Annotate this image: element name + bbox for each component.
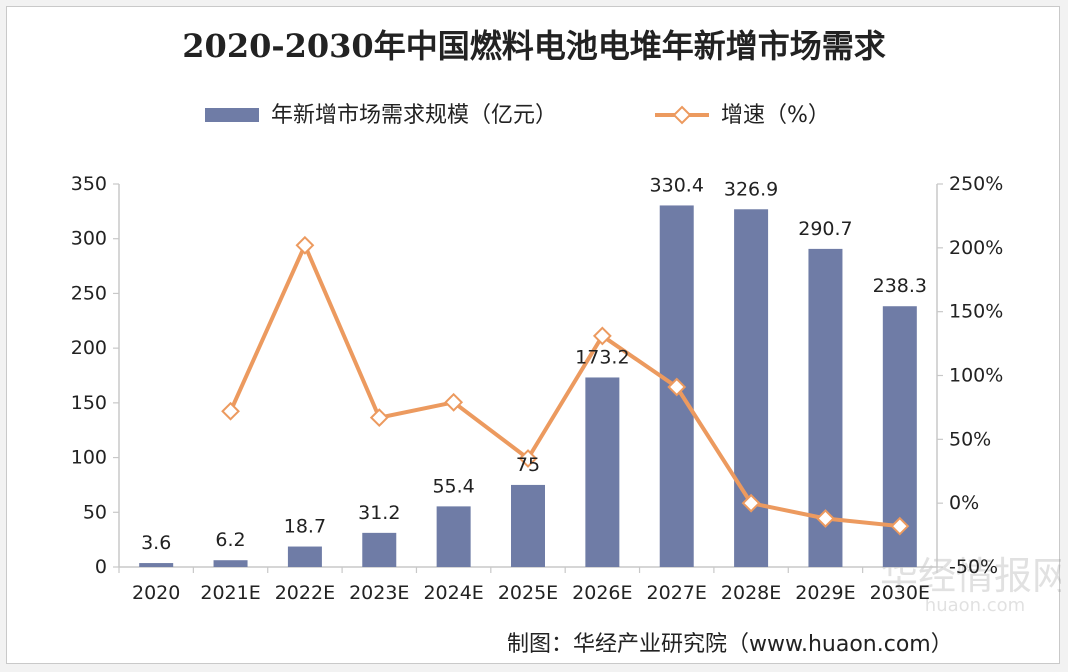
bar [287, 546, 322, 567]
right-axis-tick-label: 150% [949, 301, 1003, 323]
line-series [221, 235, 910, 536]
bar [436, 506, 471, 567]
left-axis-tick-label: 200 [71, 337, 107, 359]
right-axis-tick-label: 250% [949, 173, 1003, 195]
left-axis-tick-label: 350 [71, 173, 107, 195]
growth-marker [295, 235, 315, 255]
left-axis-tick-label: 300 [71, 228, 107, 250]
x-axis-tick-label: 2029E [795, 582, 855, 604]
bar [511, 484, 545, 567]
right-axis-tick-label: 0% [949, 492, 979, 514]
plot-layer: 0 50 100 150 200 250 300 350 -50% 0% 50% 100% 150% 20… [71, 173, 1004, 604]
bar [585, 377, 620, 567]
growth-marker [518, 449, 538, 468]
bar [734, 209, 769, 567]
bar-value-label: 31.2 [358, 502, 400, 524]
x-axis-tick-label: 2024E [423, 582, 483, 604]
bar-value-label: 18.7 [284, 516, 326, 538]
bar [213, 560, 248, 567]
growth-marker [667, 377, 687, 397]
growth-marker [221, 401, 240, 421]
left-axis-tick-label: 100 [71, 447, 107, 469]
bar-value-label: 3.6 [141, 532, 171, 554]
bar [362, 532, 397, 567]
x-axis-tick-label: 2026E [572, 582, 632, 604]
legend-line-marker [672, 105, 692, 125]
bar-value-label: 326.9 [724, 178, 778, 200]
bar [139, 563, 174, 567]
legend-line-label: 增速（%） [721, 103, 830, 128]
watermark-sub: huaon.com [925, 595, 1025, 616]
chart-title: 2020-2030年中国燃料电池电堆年新增市场需求 [182, 27, 885, 65]
growth-line [228, 243, 902, 529]
x-axis-tick-label: 2023E [349, 582, 409, 604]
left-axis-tick-label: 0 [95, 556, 107, 578]
legend-bar-swatch [205, 108, 259, 122]
left-axis-tick-label: 250 [71, 282, 107, 304]
bar-value-label: 290.7 [798, 218, 852, 240]
bar-value-label: 330.4 [650, 174, 704, 196]
chart-svg: 2020-2030年中国燃料电池电堆年新增市场需求 年新增市场需求规模（亿元） … [71, 27, 1061, 657]
x-axis-tick-label: 2022E [275, 582, 335, 604]
right-axis-tick-label: 100% [949, 365, 1003, 387]
right-axis-tick-label: -50% [949, 556, 998, 578]
bar-value-label: 6.2 [215, 529, 245, 551]
bar-value-label: 75 [516, 454, 540, 476]
bar-value-label: 173.2 [575, 346, 629, 368]
right-axis-tick-label: 200% [949, 237, 1003, 259]
bar-series [139, 205, 917, 567]
axes: 0 50 100 150 200 250 300 350 -50% 0% 50% 100% 150% 20… [71, 173, 1004, 578]
growth-marker [741, 493, 761, 513]
growth-marker [816, 509, 835, 528]
x-axis-tick-label: 2021E [200, 582, 260, 604]
legend-bar-label: 年新增市场需求规模（亿元） [271, 103, 557, 128]
growth-marker [890, 516, 910, 536]
left-axis-tick-label: 50 [83, 501, 107, 523]
x-axis-tick-label: 2020 [132, 582, 180, 604]
left-axis-tick-label: 150 [71, 392, 107, 414]
x-axis-tick-label: 2028E [721, 582, 781, 604]
x-axis-labels: 2020 2021E 2022E 2023E 2024E 2025E 2026E 2027E 2… [132, 582, 930, 604]
growth-marker [592, 326, 612, 346]
right-axis-tick-label: 50% [949, 428, 991, 450]
bar-value-label: 238.3 [873, 275, 927, 297]
x-axis-tick-label: 2030E [870, 582, 930, 604]
data-labels: 3.6 6.2 18.7 31.2 55.4 75 173.2 330.4 326.9 290.7… [141, 174, 927, 554]
growth-marker [369, 408, 389, 428]
source-note: 制图：华经产业研究院（www.huaon.com） [507, 632, 953, 657]
legend: 年新增市场需求规模（亿元） 增速（%） [205, 103, 830, 128]
growth-marker [444, 392, 464, 412]
x-axis-tick-label: 2027E [647, 582, 707, 604]
chart-frame: 2020-2030年中国燃料电池电堆年新增市场需求 年新增市场需求规模（亿元） … [6, 6, 1061, 664]
x-axis-tick-label: 2025E [498, 582, 558, 604]
bar-value-label: 55.4 [432, 475, 474, 497]
